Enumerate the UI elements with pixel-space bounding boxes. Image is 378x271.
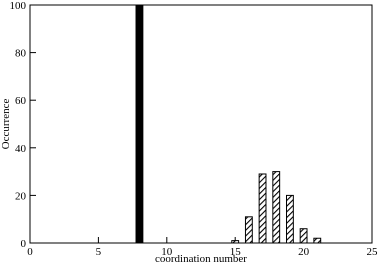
bar: [287, 195, 294, 243]
y-tick-label: 20: [15, 190, 27, 202]
bar: [273, 172, 280, 243]
y-tick-label: 40: [15, 143, 27, 155]
bar: [136, 5, 143, 243]
x-tick-label: 15: [230, 246, 242, 258]
bar: [259, 174, 266, 243]
bar: [232, 241, 239, 243]
x-tick-label: 20: [298, 246, 310, 258]
y-tick-label: 100: [10, 0, 27, 12]
y-tick-label: 0: [21, 238, 27, 250]
y-tick-label: 60: [15, 95, 27, 107]
x-tick-label: 10: [161, 246, 173, 258]
bar: [300, 229, 307, 243]
y-axis-label: Occurrence: [0, 99, 12, 150]
x-tick-label: 5: [96, 246, 102, 258]
x-tick-label: 25: [367, 246, 378, 258]
y-tick-label: 80: [15, 48, 27, 60]
bar: [245, 217, 252, 243]
x-tick-label: 0: [27, 246, 33, 258]
plot-frame: [30, 5, 372, 243]
bar: [314, 238, 321, 243]
